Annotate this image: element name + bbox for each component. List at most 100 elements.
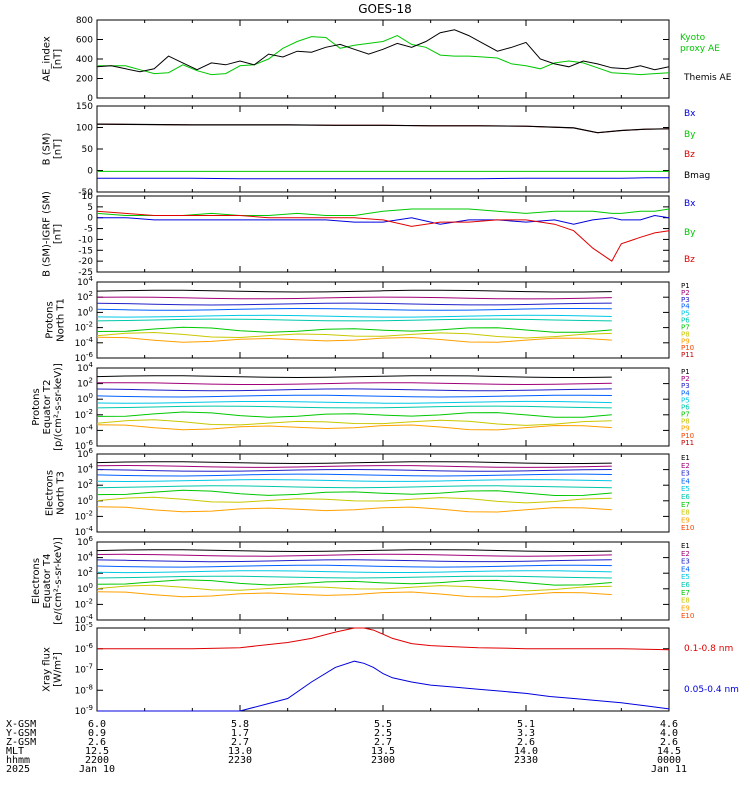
channel-line-1 xyxy=(96,464,612,468)
tick-base: 10 xyxy=(77,380,89,390)
channel-line-2 xyxy=(96,302,612,306)
row-value: Jan 10 xyxy=(79,764,115,775)
tick-exp: 2 xyxy=(89,290,93,298)
figure-title: GOES-18 xyxy=(358,2,412,16)
row-label: hhmm xyxy=(6,755,30,766)
legend-p3: P3 xyxy=(681,382,690,390)
series-line-3 xyxy=(96,123,670,134)
legend-e3: E3 xyxy=(681,470,690,478)
tick-base: 10 xyxy=(75,528,87,538)
y-axis-label: ProtonsEquator T2[p/(cm²-s-sr-keV)] xyxy=(31,363,64,451)
tick-exp: -6 xyxy=(86,642,94,650)
legend-e4: E4 xyxy=(681,565,690,573)
channel-line-1 xyxy=(96,296,612,300)
tick-exp: 0 xyxy=(89,582,93,590)
y-axis-label: B (SM)[nT] xyxy=(42,132,64,165)
channel-line-6 xyxy=(96,579,612,586)
legend-short-band: 0.05-0.4 nm xyxy=(684,685,739,695)
y-tick-label: 150 xyxy=(76,102,93,112)
y-tick-label: 10-7 xyxy=(75,663,93,676)
y-axis-label-line: Protons xyxy=(31,388,42,425)
legend-e1: E1 xyxy=(681,454,690,462)
y-tick-label: 10-4 xyxy=(75,423,94,436)
y-tick-label: 106 xyxy=(77,447,93,460)
tick-base: 10 xyxy=(77,293,89,303)
tick-exp: 0 xyxy=(89,305,93,313)
y-tick-label: 100 xyxy=(77,494,93,507)
legend-e4: E4 xyxy=(681,477,690,485)
tick-base: 10 xyxy=(77,538,89,548)
legend-line: Kyoto xyxy=(680,33,706,43)
y-tick-label: 10-2 xyxy=(75,597,93,610)
tick-base: 10 xyxy=(77,466,89,476)
y-axis-label-line: Electrons xyxy=(31,558,42,604)
tick-exp: -4 xyxy=(86,423,94,431)
xray-line-1 xyxy=(97,660,670,712)
tick-exp: -2 xyxy=(86,408,93,416)
y-axis-label: Xray flux[W/m²] xyxy=(42,647,64,692)
tick-exp: -2 xyxy=(86,321,93,329)
y-tick-label: 102 xyxy=(77,566,93,579)
legend-e5: E5 xyxy=(681,485,690,493)
y-tick-label: 10-2 xyxy=(75,509,93,522)
series-line-0 xyxy=(97,177,669,180)
y-tick-label: -10 xyxy=(78,235,93,245)
tick-exp: 4 xyxy=(89,463,94,471)
legend-p4: P4 xyxy=(681,389,690,397)
legend-e5: E5 xyxy=(681,573,690,581)
row-value: 2200 xyxy=(85,755,109,766)
y-axis-label-line: Electrons xyxy=(45,470,56,516)
channel-line-4 xyxy=(96,479,612,483)
row-value: 0000 xyxy=(657,755,681,766)
legend-p4: P4 xyxy=(681,303,690,311)
tick-base: 10 xyxy=(77,278,89,288)
legend-bz: Bz xyxy=(684,255,695,265)
series-line-1 xyxy=(96,208,670,216)
y-tick-label: 10 xyxy=(82,192,94,202)
y-axis-label-line: North T1 xyxy=(56,298,67,342)
y-tick-label: 102 xyxy=(77,290,93,303)
y-tick-label: 10-2 xyxy=(75,408,93,421)
series-line-1 xyxy=(96,29,670,73)
y-axis-label-line: [W/m²] xyxy=(53,652,64,687)
legend-p3: P3 xyxy=(681,296,690,304)
y-tick-label: 0 xyxy=(87,94,93,104)
tick-exp: 6 xyxy=(89,535,94,543)
y-tick-label: 100 xyxy=(77,392,93,405)
legend-e6: E6 xyxy=(681,581,690,589)
y-axis-label-line: North T3 xyxy=(56,471,67,515)
channel-line-0 xyxy=(96,461,612,465)
legend-by: By xyxy=(684,130,696,140)
channel-line-8 xyxy=(96,424,612,431)
y-axis-label-line: Protons xyxy=(45,301,56,338)
legend-p9: P9 xyxy=(681,337,690,345)
channel-line-3 xyxy=(96,473,612,477)
channel-line-4 xyxy=(96,314,612,318)
row-value: 1.7 xyxy=(231,728,249,739)
legend-p9: P9 xyxy=(681,425,690,433)
y-tick-label: 800 xyxy=(76,16,93,26)
row-label: Z-GSM xyxy=(6,737,36,748)
y-tick-label: 5 xyxy=(87,203,93,213)
channel-line-7 xyxy=(96,331,612,339)
series-line-0 xyxy=(97,214,670,225)
panel-bsm: -50 0 50 100 150 B (SM)[nT] Bx By Bz Bmag xyxy=(42,102,711,198)
channel-line-5 xyxy=(96,575,612,579)
row-value: 2.6 xyxy=(88,737,106,748)
y-tick-label: 104 xyxy=(77,551,93,564)
channel-line-2 xyxy=(96,468,612,472)
row-value: 5.8 xyxy=(231,719,249,730)
row-value: 5.5 xyxy=(374,719,392,730)
y-axis-label-line: AE_index xyxy=(42,36,53,82)
tick-exp: -2 xyxy=(86,597,93,605)
legend-kyoto: Kyoto proxy AE xyxy=(680,33,720,54)
panel-frame xyxy=(96,627,670,712)
tick-exp: -4 xyxy=(86,613,94,621)
row-value: 3.3 xyxy=(517,728,535,739)
legend-p5: P5 xyxy=(681,310,690,318)
legend-e9: E9 xyxy=(681,516,690,524)
